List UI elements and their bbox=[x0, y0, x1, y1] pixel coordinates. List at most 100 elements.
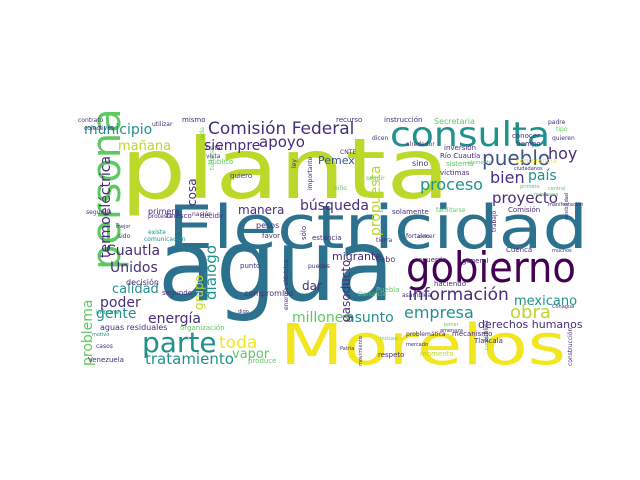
cloud-word: muchos bbox=[552, 248, 572, 254]
cloud-word: Secretaria bbox=[434, 117, 475, 126]
cloud-word: punto bbox=[240, 262, 260, 270]
cloud-word: mejor bbox=[116, 224, 131, 230]
cloud-word: Cuenca bbox=[506, 246, 532, 254]
cloud-word: dar bbox=[302, 279, 322, 293]
cloud-word: tipo bbox=[556, 126, 568, 133]
cloud-word: Río Cuautla bbox=[440, 152, 480, 160]
cloud-word: quieren bbox=[552, 135, 575, 142]
cloud-word: migrante bbox=[332, 250, 382, 263]
cloud-word: cosa bbox=[185, 178, 199, 206]
cloud-word: posibilidad bbox=[564, 193, 570, 220]
cloud-word: acuerdo bbox=[418, 256, 446, 264]
cloud-word: mercado bbox=[406, 342, 428, 348]
cloud-word: pesos bbox=[256, 221, 279, 230]
cloud-word: digo bbox=[238, 309, 249, 315]
cloud-word: poder bbox=[100, 295, 141, 311]
cloud-word: asamblea bbox=[402, 292, 431, 299]
cloud-word: comunicación bbox=[144, 236, 186, 243]
cloud-word: segunda bbox=[86, 209, 112, 216]
cloud-word: tratamiento bbox=[145, 350, 234, 368]
cloud-word: construcción bbox=[567, 328, 574, 366]
cloud-word: poner bbox=[444, 322, 459, 328]
cloud-word: manera bbox=[238, 203, 284, 217]
cloud-word: bien bbox=[490, 168, 525, 187]
cloud-word: mexicano bbox=[514, 294, 577, 309]
cloud-word: propuesta bbox=[368, 165, 384, 236]
cloud-word: primero bbox=[520, 184, 540, 190]
cloud-word: información bbox=[408, 285, 509, 305]
cloud-word: energía eléctrica bbox=[283, 259, 290, 310]
cloud-word: utilizar bbox=[152, 121, 173, 128]
cloud-word: tratar bbox=[206, 145, 224, 152]
cloud-word: haciendo bbox=[434, 280, 466, 288]
cloud-word: Cuautla bbox=[106, 243, 160, 259]
cloud-word: calidad bbox=[112, 282, 159, 297]
cloud-word: conferencia bbox=[516, 157, 557, 165]
cloud-word: organización bbox=[180, 324, 225, 332]
cloud-word: proyecto bbox=[492, 189, 558, 207]
cloud-word: cabo bbox=[376, 255, 395, 264]
cloud-word: seguir bbox=[366, 175, 385, 182]
cloud-word: asunto bbox=[346, 310, 394, 326]
cloud-word: primera bbox=[148, 207, 180, 216]
cloud-word: proceso bbox=[420, 175, 483, 194]
cloud-word: existe bbox=[148, 229, 166, 236]
cloud-word: favor bbox=[262, 232, 280, 240]
cloud-word: sino bbox=[412, 159, 428, 168]
cloud-word: segundo bbox=[162, 289, 192, 297]
cloud-word: sido bbox=[118, 233, 131, 240]
cloud-word: Tlaxcala bbox=[473, 337, 503, 345]
cloud-word: inversión bbox=[444, 144, 476, 152]
cloud-word: problemática bbox=[406, 331, 446, 338]
cloud-word: compromiso bbox=[244, 289, 293, 298]
cloud-word: consulta bbox=[390, 115, 550, 155]
cloud-word: gente bbox=[96, 306, 136, 322]
cloud-word: cumplir bbox=[484, 330, 490, 350]
cloud-word: Electricidad bbox=[168, 193, 588, 263]
cloud-word: Comisión Federal bbox=[208, 119, 354, 139]
cloud-word: búsqueda bbox=[300, 198, 369, 214]
cloud-word: protesta bbox=[148, 213, 173, 220]
cloud-word: energía bbox=[148, 311, 201, 327]
cloud-word: derechos humanos bbox=[478, 318, 583, 331]
cloud-word: agua bbox=[158, 207, 394, 324]
cloud-word: vista bbox=[206, 153, 221, 160]
cloud-word: movimiento bbox=[358, 336, 364, 366]
cloud-word: estancia bbox=[312, 234, 342, 242]
cloud-word: conocer bbox=[512, 132, 540, 140]
cloud-word: aguas residuales bbox=[100, 323, 167, 332]
cloud-word: niño bbox=[334, 185, 347, 192]
cloud-word: diálogo bbox=[202, 245, 220, 300]
cloud-word: tierra bbox=[376, 237, 393, 244]
cloud-word: momento bbox=[420, 350, 454, 358]
cloud-word: mecanismo bbox=[452, 330, 492, 338]
cloud-word: lado bbox=[199, 127, 206, 140]
cloud-word: termoeléctrica bbox=[98, 156, 114, 258]
cloud-word: apoyo bbox=[259, 133, 305, 151]
cloud-word: ley bbox=[291, 159, 298, 168]
cloud-word: Pemex bbox=[318, 154, 355, 167]
cloud-word: empresa bbox=[404, 303, 474, 322]
cloud-word: municipio bbox=[84, 122, 152, 138]
cloud-word: persona bbox=[84, 108, 130, 270]
cloud-word: vapor bbox=[232, 347, 270, 362]
cloud-word: pública bbox=[483, 320, 490, 342]
cloud-word: decisión bbox=[126, 277, 159, 287]
cloud-word: quiero bbox=[230, 172, 252, 180]
cloud-word: tiempo bbox=[516, 140, 541, 148]
cloud-word: fortalecer bbox=[406, 233, 436, 240]
cloud-word: víctimas bbox=[440, 169, 470, 177]
cloud-word: Morelos bbox=[280, 313, 566, 378]
cloud-word: millones bbox=[292, 310, 351, 326]
cloud-word: contrato bbox=[78, 117, 104, 124]
cloud-word: incluso bbox=[380, 336, 398, 342]
cloud-word: Venezuela bbox=[88, 356, 124, 364]
cloud-word: amenaza bbox=[440, 328, 463, 334]
cloud-word: obra bbox=[510, 302, 551, 323]
cloud-word: público bbox=[208, 158, 233, 166]
cloud-word: Patria bbox=[340, 346, 354, 352]
cloud-word: informe bbox=[96, 309, 119, 316]
